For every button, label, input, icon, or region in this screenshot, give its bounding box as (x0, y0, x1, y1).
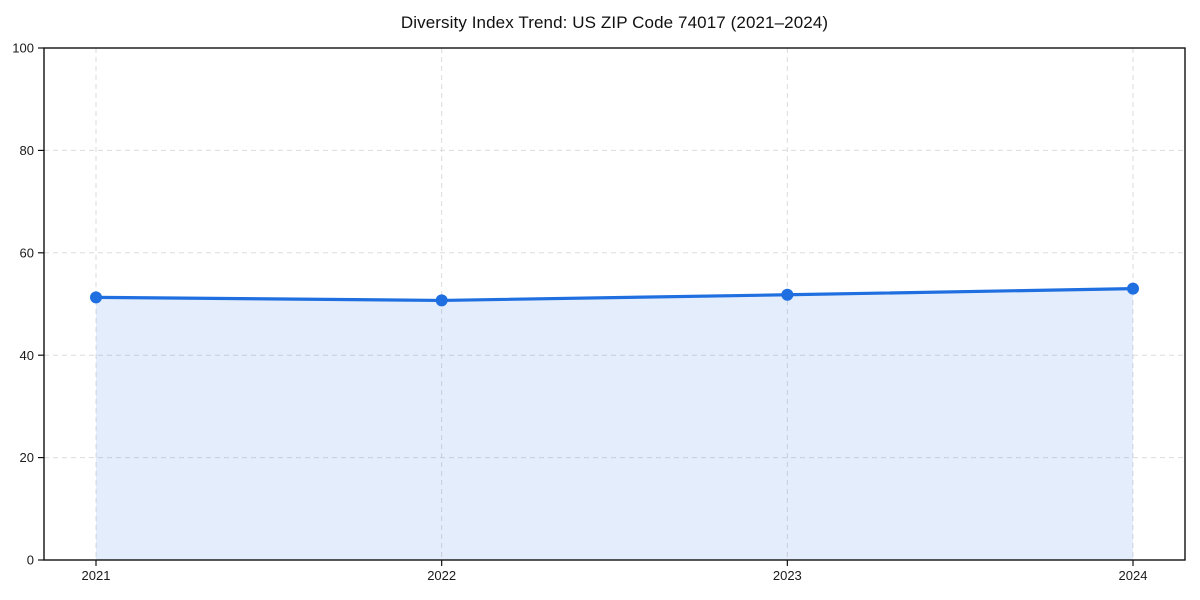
data-point (781, 288, 794, 301)
x-tick-label: 2021 (82, 568, 111, 583)
chart-title: Diversity Index Trend: US ZIP Code 74017… (400, 13, 829, 32)
x-tick-label: 2022 (427, 568, 456, 583)
y-tick-label: 80 (20, 143, 34, 158)
y-tick-label: 100 (12, 41, 34, 56)
axes-frame (43, 47, 1186, 561)
y-tick-label: 40 (20, 348, 34, 363)
y-axis: 0 20 40 60 80 100 (12, 41, 44, 568)
area-fill (96, 288, 1133, 560)
y-tick-label: 60 (20, 245, 34, 260)
trend-line (94, 287, 1135, 303)
x-tick-label: 2024 (1119, 568, 1148, 583)
data-point (90, 291, 102, 304)
x-tick-label: 2023 (773, 568, 802, 583)
data-points (90, 282, 1139, 307)
data-point (435, 294, 448, 307)
x-axis: 2021 2022 2023 2024 (82, 560, 1148, 583)
y-tick-label: 20 (20, 450, 34, 465)
data-point (1127, 282, 1139, 295)
y-tick-label: 0 (27, 553, 34, 568)
